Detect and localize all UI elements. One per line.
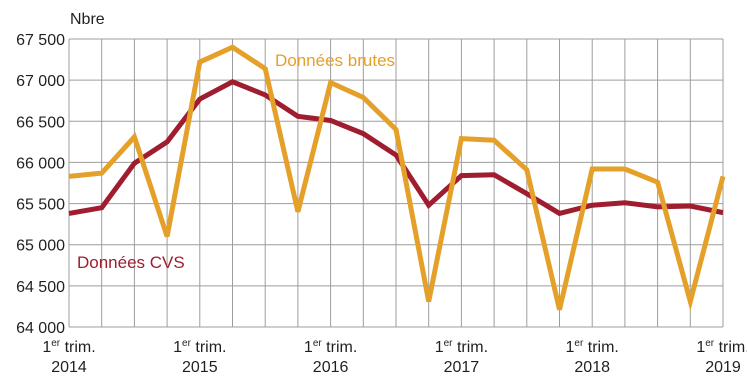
- x-tick-label-line1: 1er trim.: [304, 338, 357, 356]
- x-tick-label-line1: 1er trim.: [696, 338, 747, 356]
- x-tick-label-year: 2014: [51, 359, 87, 376]
- x-tick-superscript: er: [51, 338, 61, 349]
- x-tick-superscript: er: [705, 338, 715, 349]
- x-tick-label-year: 2016: [313, 359, 349, 376]
- x-tick-superscript: er: [444, 338, 454, 349]
- label-layer: Données brutes Données CVS: [77, 51, 395, 272]
- x-tick-superscript: er: [574, 338, 584, 349]
- x-tick-trim: trim.: [322, 339, 358, 356]
- x-tick-trim: trim.: [60, 339, 96, 356]
- x-tick-number: 1: [435, 339, 444, 356]
- x-tick-trim: trim.: [714, 339, 747, 356]
- x-tick-superscript: er: [313, 338, 323, 349]
- x-tick-number: 1: [42, 339, 51, 356]
- x-tick-label-year: 2018: [574, 359, 610, 376]
- series-label-donnees-cvs: Données CVS: [77, 253, 185, 272]
- x-tick-label-line1: 1er trim.: [173, 338, 226, 356]
- x-tick-superscript: er: [182, 338, 192, 349]
- axis-layer: 64 000 64 500 65 000 65 500 66 000 66 500 67 0…: [16, 11, 747, 376]
- x-tick-trim: trim.: [583, 339, 619, 356]
- x-tick-label-year: 2015: [182, 359, 218, 376]
- y-tick-label: 67 500: [16, 32, 65, 49]
- x-tick-number: 1: [696, 339, 705, 356]
- y-tick-label: 66 500: [16, 114, 65, 131]
- y-tick-label: 64 500: [16, 279, 65, 296]
- x-tick-label-year: 2019: [705, 359, 741, 376]
- x-tick-label-line1: 1er trim.: [566, 338, 619, 356]
- x-tick-label-line1: 1er trim.: [435, 338, 488, 356]
- y-axis-unit-label: Nbre: [70, 11, 105, 28]
- x-tick-trim: trim.: [191, 339, 227, 356]
- x-tick-number: 1: [566, 339, 575, 356]
- x-tick-trim: trim.: [453, 339, 489, 356]
- y-tick-label: 65 000: [16, 238, 65, 255]
- series-label-donnees-brutes: Données brutes: [275, 51, 395, 70]
- grid-layer: [68, 38, 724, 328]
- x-tick-label-year: 2017: [444, 359, 480, 376]
- x-tick-number: 1: [173, 339, 182, 356]
- y-tick-label: 65 500: [16, 197, 65, 214]
- series-layer: [68, 44, 726, 312]
- y-tick-label: 67 000: [16, 73, 65, 90]
- y-tick-label: 64 000: [16, 320, 65, 337]
- x-tick-label-line1: 1er trim.: [42, 338, 95, 356]
- x-tick-number: 1: [304, 339, 313, 356]
- y-tick-label: 66 000: [16, 155, 65, 172]
